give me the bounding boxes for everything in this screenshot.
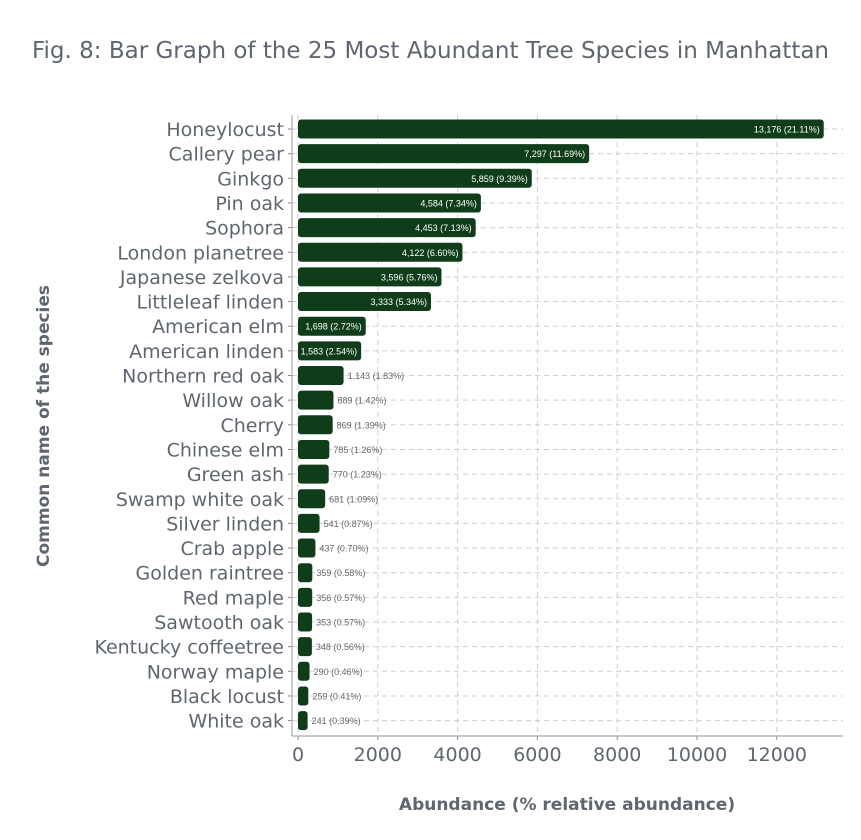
bar-value-label: 4,453 (7.13%) [415,223,472,233]
bar [298,464,329,484]
category-label: Littleleaf linden [137,292,284,314]
bar [298,612,313,632]
bar [298,341,362,361]
bar [298,218,476,238]
bar [298,513,320,533]
bar-value-label: 681 (1.09%) [329,494,378,504]
data-labels: 13,176 (21.11%) 7,297 (11.69%) 5,859 (9.39… [301,125,820,727]
bar-value-label: 889 (1.42%) [337,396,386,406]
y-axis-title: Common name of the species [34,285,54,567]
category-label: Crab apple [180,538,284,560]
bar-value-label: 770 (1.23%) [333,470,382,480]
bar-value-label: 869 (1.39%) [337,420,386,430]
x-tick-label: 2000 [354,744,402,766]
bar [298,144,590,164]
bar-value-label: 437 (0.70%) [319,544,368,554]
category-label: Sawtooth oak [154,612,284,634]
bar-value-label: 1,583 (2.54%) [301,346,358,356]
bar [298,316,366,336]
category-label: Chinese elm [167,439,284,461]
bar-value-label: 5,859 (9.39%) [471,174,528,184]
category-label: Red maple [183,587,284,609]
x-tick-label: 6000 [513,744,561,766]
bar-value-label: 4,122 (6.60%) [402,248,459,258]
category-label: London planetree [117,242,284,264]
bar [298,637,312,657]
bar-value-label: 1,143 (1.83%) [348,371,405,381]
bar [298,168,532,188]
bar [298,563,313,583]
bar [298,292,431,312]
category-label: Golden raintree [136,563,284,585]
x-tick-label: 0 [292,744,304,766]
bar [298,661,310,681]
category-label: Green ash [187,464,284,486]
bar-value-label: 348 (0.56%) [316,642,365,652]
x-tick-label: 12000 [747,744,807,766]
bar [298,538,316,558]
category-label: Willow oak [182,390,284,412]
bar-value-label: 3,333 (5.34%) [370,297,427,307]
x-axis-title: Abundance (% relative abundance) [399,795,735,815]
bar-value-label: 359 (0.58%) [316,568,365,578]
x-tick-label: 4000 [433,744,481,766]
bar [298,193,481,213]
bar-value-label: 4,584 (7.34%) [420,198,477,208]
bars [298,119,824,731]
category-label: Norway maple [147,661,284,683]
bar [298,439,330,459]
category-label: Ginkgo [217,168,284,190]
bar-value-label: 356 (0.57%) [316,593,365,603]
bar [298,686,309,706]
bar-value-label: 290 (0.46%) [314,667,363,677]
category-label: American linden [129,341,284,363]
bar [298,366,344,385]
bar [298,119,824,139]
category-label: Kentucky coffeetree [94,637,284,659]
x-tick-label: 10000 [667,744,727,766]
bar-value-label: 541 (0.87%) [324,519,373,529]
bar-value-label: 3,596 (5.76%) [381,272,438,282]
category-label: Honeylocust [166,119,284,141]
bar [298,242,463,262]
bar-value-label: 13,176 (21.11%) [754,125,820,135]
category-label: American elm [152,316,284,338]
bar [298,415,333,435]
bar-value-label: 241 (0.39%) [312,716,361,726]
category-label: Sophora [205,218,284,240]
bar-value-label: 353 (0.57%) [316,618,365,628]
bar [298,267,442,287]
bar [298,390,334,410]
category-label: Pin oak [215,193,284,215]
category-label: Cherry [220,415,284,437]
x-tick-labels: 0 2000 4000 6000 8000 10000 12000 [292,736,807,766]
bar-value-label: 7,297 (11.69%) [524,149,585,159]
chart-title: Fig. 8: Bar Graph of the 25 Most Abundan… [31,38,830,64]
bar [298,711,308,731]
category-label: Japanese zelkova [119,267,284,289]
bar-value-label: 259 (0.41%) [312,691,361,701]
category-label: Swamp white oak [116,489,284,511]
category-label: Northern red oak [122,366,284,388]
category-label: Silver linden [166,513,284,535]
x-tick-label: 8000 [593,744,641,766]
bar-value-label: 1,698 (2.72%) [305,322,362,332]
category-label: Callery pear [169,144,285,166]
bar [298,489,326,509]
bar-value-label: 785 (1.26%) [333,445,382,455]
category-label: Black locust [170,686,284,708]
bar [298,587,313,607]
category-label: White oak [188,711,284,733]
